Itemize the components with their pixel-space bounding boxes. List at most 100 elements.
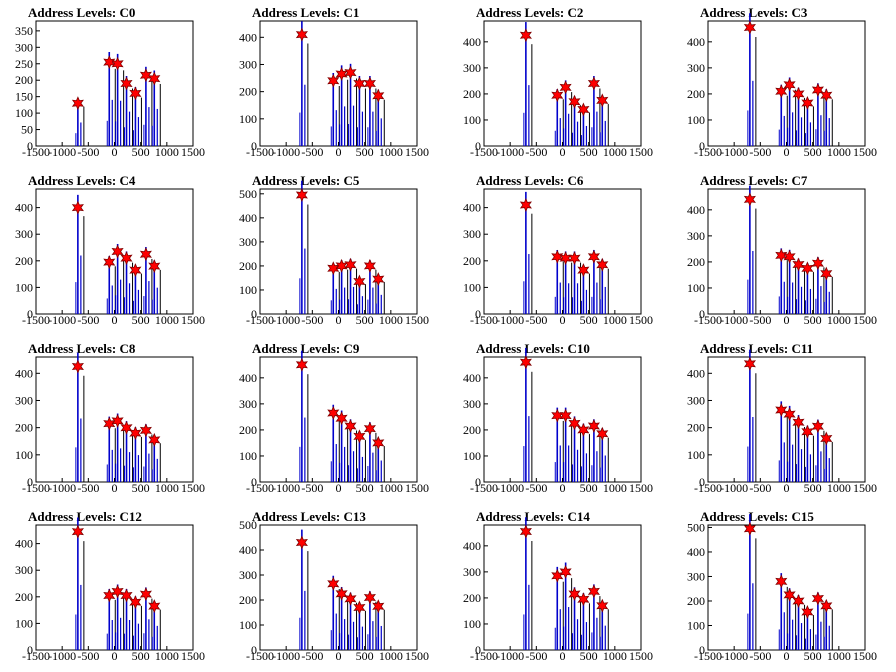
peak-marker bbox=[103, 255, 116, 270]
peak-marker bbox=[353, 274, 366, 289]
y-tick-label: 400 bbox=[463, 201, 481, 215]
peak-marker bbox=[103, 588, 116, 603]
y-tick-label: 300 bbox=[15, 227, 33, 241]
peak-marker bbox=[811, 591, 824, 606]
peak-marker bbox=[559, 564, 572, 579]
x-tick-label: -1500 bbox=[470, 313, 498, 327]
peak-marker bbox=[344, 65, 357, 80]
x-tick-label: 500 bbox=[356, 481, 374, 495]
x-tick-label: 1500 bbox=[629, 649, 653, 663]
x-tick-label: -1000 bbox=[48, 313, 76, 327]
x-tick-label: -500 bbox=[77, 649, 99, 663]
peak-marker bbox=[327, 576, 340, 591]
peak-marker bbox=[295, 357, 308, 372]
x-tick-label: -1500 bbox=[246, 481, 274, 495]
x-tick-label: 1000 bbox=[827, 313, 851, 327]
x-tick-label: -1000 bbox=[496, 145, 524, 159]
x-tick-label: -1500 bbox=[22, 145, 50, 159]
y-tick-label: 100 bbox=[687, 113, 705, 127]
y-tick-label: 0 bbox=[475, 643, 481, 657]
x-tick-label: -500 bbox=[525, 649, 547, 663]
chart-panel: Address Levels: C50100200300400500-1500-… bbox=[239, 173, 429, 327]
peak-marker bbox=[587, 76, 600, 91]
x-tick-label: -1500 bbox=[470, 145, 498, 159]
x-tick-label: 0 bbox=[336, 145, 342, 159]
peak-marker bbox=[775, 84, 788, 99]
x-tick-label: -500 bbox=[301, 145, 323, 159]
y-tick-label: 400 bbox=[687, 203, 705, 217]
x-tick-label: 0 bbox=[560, 313, 566, 327]
y-tick-label: 300 bbox=[463, 565, 481, 579]
peak-marker bbox=[519, 28, 532, 43]
x-tick-label: -1000 bbox=[48, 481, 76, 495]
peak-marker bbox=[327, 406, 340, 420]
chart-title: Address Levels: C15 bbox=[700, 509, 814, 524]
peak-marker bbox=[344, 591, 357, 606]
peak-marker bbox=[344, 419, 357, 433]
peak-marker bbox=[551, 568, 564, 583]
x-tick-label: 0 bbox=[112, 649, 118, 663]
y-tick-label: 200 bbox=[239, 423, 257, 437]
y-tick-label: 400 bbox=[239, 371, 257, 385]
y-tick-label: 200 bbox=[687, 421, 705, 435]
x-tick-label: -500 bbox=[525, 145, 547, 159]
x-tick-label: 1500 bbox=[181, 145, 205, 159]
plot-frame bbox=[483, 356, 642, 483]
x-tick-label: 0 bbox=[112, 313, 118, 327]
y-tick-label: 500 bbox=[687, 520, 705, 534]
y-tick-label: 350 bbox=[15, 24, 33, 38]
peak-marker bbox=[743, 356, 756, 371]
y-tick-label: 400 bbox=[15, 201, 33, 215]
chart-panel: Address Levels: C1 0 100 200 300 400 -1500-100… bbox=[239, 5, 429, 159]
peak-marker bbox=[568, 587, 581, 601]
peak-marker bbox=[820, 431, 833, 446]
chart-panel: Address Levels: C14 0 100 200 300 400 -1500-10… bbox=[463, 509, 653, 663]
y-tick-label: 200 bbox=[239, 593, 257, 607]
peak-marker bbox=[129, 595, 142, 610]
peak-marker bbox=[295, 188, 308, 202]
x-tick-label: 1500 bbox=[629, 481, 653, 495]
y-tick-label: 200 bbox=[15, 421, 33, 435]
chart-panel: Address Levels: C10 0 100 200 300 400 -1500-10… bbox=[463, 341, 653, 495]
peak-marker bbox=[71, 96, 84, 111]
x-tick-label: 500 bbox=[580, 481, 598, 495]
peak-marker bbox=[559, 80, 572, 95]
y-tick-label: 300 bbox=[463, 61, 481, 75]
peak-marker bbox=[801, 605, 814, 619]
peak-marker bbox=[801, 96, 814, 110]
peak-marker bbox=[551, 408, 564, 423]
x-tick-label: -1500 bbox=[246, 649, 274, 663]
x-tick-label: 0 bbox=[560, 481, 566, 495]
x-tick-label: 1000 bbox=[603, 481, 627, 495]
x-tick-label: 1500 bbox=[629, 145, 653, 159]
peak-marker bbox=[71, 359, 84, 374]
plot-frame bbox=[259, 524, 418, 651]
x-tick-label: 500 bbox=[804, 145, 822, 159]
peak-marker bbox=[783, 407, 796, 422]
peak-marker bbox=[353, 600, 366, 615]
peak-marker bbox=[111, 56, 124, 71]
chart-panel: Address Levels: C0 0 50 100 150 200 250 300 350 -… bbox=[15, 5, 205, 159]
peak-marker bbox=[335, 411, 348, 426]
peak-marker bbox=[129, 263, 142, 278]
peak-marker bbox=[372, 435, 385, 450]
y-tick-label: 400 bbox=[463, 371, 481, 385]
y-tick-label: 400 bbox=[239, 211, 257, 225]
peak-marker bbox=[120, 420, 133, 435]
x-tick-label: 1000 bbox=[155, 313, 179, 327]
x-tick-label: 1500 bbox=[405, 313, 429, 327]
peak-marker bbox=[743, 20, 756, 35]
y-tick-label: 100 bbox=[239, 618, 257, 632]
plot-frame bbox=[483, 188, 642, 315]
chart-title: Address Levels: C0 bbox=[28, 5, 135, 20]
x-tick-label: -500 bbox=[749, 145, 771, 159]
peak-marker bbox=[139, 423, 152, 438]
plot-frame bbox=[707, 188, 866, 315]
x-tick-label: 1500 bbox=[853, 313, 877, 327]
chart-title: Address Levels: C14 bbox=[476, 509, 590, 524]
x-tick-label: -1000 bbox=[272, 481, 300, 495]
x-tick-label: 1000 bbox=[379, 649, 403, 663]
peak-marker bbox=[811, 83, 824, 97]
y-tick-label: 200 bbox=[239, 259, 257, 273]
peak-marker bbox=[363, 421, 376, 436]
